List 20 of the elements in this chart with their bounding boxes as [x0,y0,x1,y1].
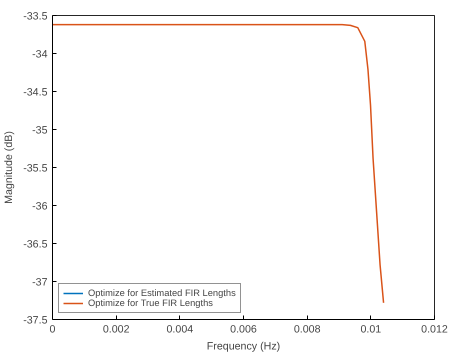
legend-label: Optimize for Estimated FIR Lengths [88,288,236,298]
x-tick-label: 0.004 [166,324,194,336]
y-tick-label: -33.5 [23,10,48,22]
y-tick-label: -37 [32,276,48,288]
x-tick-label: 0.002 [102,324,130,336]
x-tick-label: 0.006 [230,324,257,336]
y-axis-title: Magnitude (dB) [3,131,16,204]
y-tick-label: -34 [32,48,48,60]
x-tick-label: 0 [50,324,56,336]
legend-label: Optimize for True FIR Lengths [88,298,213,308]
x-tick-label: 0.012 [421,324,448,336]
y-tick-label: -35 [32,124,48,136]
y-tick-label: -34.5 [23,86,48,98]
x-tick-label: 0.008 [294,324,321,336]
x-tick-label: 0.01 [360,324,382,336]
y-tick-label: -36 [32,200,48,212]
y-tick-label: -36.5 [23,238,48,250]
x-axis-title: Frequency (Hz) [206,340,280,352]
y-tick-label: -35.5 [23,162,48,174]
y-tick-label: -37.5 [23,314,48,326]
